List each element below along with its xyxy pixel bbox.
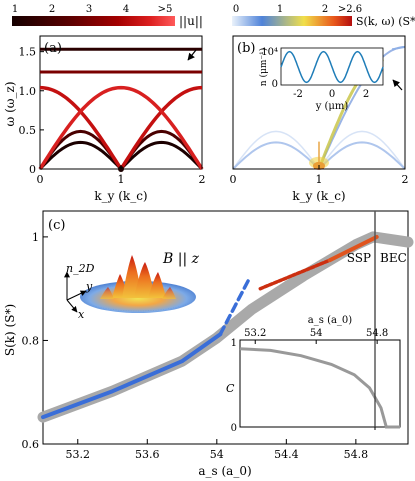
region-bec-label: BEC	[380, 251, 407, 265]
xtick-c-label: 53.6	[135, 448, 160, 461]
colorbar-a-tick-4: 4	[123, 4, 129, 15]
series-blue-dashed	[218, 279, 250, 336]
axis-a-xlabel: k_y (k_c)	[94, 189, 147, 203]
colorbar-a-bar	[12, 16, 175, 26]
inset-b-xlabel: y (μm)	[315, 101, 349, 112]
ytick-a-label: 1.5	[19, 46, 37, 59]
inset-b-ylabel: n (μm⁻¹)	[258, 48, 269, 86]
xtick-b-label: 0	[230, 173, 237, 186]
xticks-c: 53.2 53.6 54 54.4 54.8	[66, 439, 369, 461]
band-a-cross-up	[38, 85, 204, 170]
colorbar-b-label: S(k, ω) (S*)	[356, 15, 415, 28]
xtick-a-label: 1	[118, 173, 125, 186]
inset-c-ytick-0: 0	[231, 423, 237, 434]
xtick-c-label: 54	[210, 448, 224, 461]
curves-c	[37, 231, 414, 423]
axis-a-ylabel: ω (ω_z)	[3, 81, 17, 126]
ytick-c-label: 1	[32, 231, 39, 244]
colorbar-a-tick-2: 2	[49, 4, 55, 15]
inset-c-xtick-label: 54.8	[366, 328, 388, 339]
colorbar-a: 1 2 3 4 >5 ||u||	[12, 4, 203, 28]
inset-b-ytick-top: 10⁴	[261, 47, 278, 58]
inset-b-ytick-bottom: 0	[272, 79, 278, 90]
panel-a-arrow	[187, 49, 197, 61]
colorbar-a-label: ||u||	[179, 14, 203, 28]
panel-b-arrow	[392, 79, 403, 91]
ytick-c-label: 0.8	[22, 334, 40, 347]
inset-c: 53.2 54 54.8 a_s (a_0) 1 0 C	[226, 315, 401, 434]
xtick-c-label: 53.2	[66, 448, 91, 461]
series-red	[327, 234, 379, 263]
inset-b-xtick-label: 0	[329, 89, 335, 100]
colorbar-a-tick-3: 3	[86, 4, 92, 15]
spectrum-b-topright	[391, 45, 406, 51]
xtick-b-label: 2	[402, 173, 409, 186]
illustration-n-label: n_2D	[66, 262, 95, 275]
ytick-c-label: 0.6	[22, 438, 40, 451]
axis-c-ylabel: S(k) (S*)	[3, 304, 17, 356]
illustration-x-label: x	[78, 308, 85, 321]
illustration-y-label: y	[85, 280, 93, 293]
inset-c-xticks: 53.2 54 54.8	[244, 328, 388, 344]
inset-b-xticks: -2 0 2	[293, 89, 369, 100]
illustration-b-label: B || z	[162, 251, 200, 267]
colorbar-b-tick-3: >2.6	[338, 4, 362, 15]
xtick-b-label: 1	[316, 173, 323, 186]
colorbar-b-bar	[232, 16, 352, 26]
inset-c-xtick-label: 53.2	[244, 328, 266, 339]
inset-c-xlabel: a_s (a_0)	[308, 315, 352, 326]
yticks-c: 0.6 0.8 1	[22, 231, 48, 451]
band-a-low-left	[38, 140, 123, 171]
band-a-low-right	[119, 140, 204, 171]
density-illustration: B || z n_2D y x	[64, 251, 200, 321]
ytick-a-label: 0	[29, 163, 36, 176]
xtick-c-label: 54.4	[274, 448, 299, 461]
xtick-a-label: 2	[199, 173, 206, 186]
colorbar-a-tick-1: 1	[12, 4, 18, 15]
inset-b: 10⁴ 0 n (μm⁻¹) -2 0 2 y (μm)	[258, 47, 384, 112]
spectrum-b-low-left	[232, 141, 320, 170]
panel-a: 1 2 3 4 >5 ||u|| (a) 0 0.5 1.0 1.5 0 1 2 ω (ω…	[3, 4, 206, 203]
colorbar-b: 0 1 2 >2.6 S(k, ω) (S*)	[232, 4, 415, 28]
region-ssp-label: SSP	[347, 251, 371, 265]
colorbar-b-tick-0: 0	[233, 4, 239, 15]
panel-b: 0 1 2 >2.6 S(k, ω) (S*) (b) 10⁴ 0 n (μm⁻…	[230, 4, 415, 203]
inset-c-frame	[239, 339, 401, 428]
axis-b-xlabel: k_y (k_c)	[292, 189, 345, 203]
xtick-a-label: 0	[37, 173, 44, 186]
series-red-dotted	[258, 258, 332, 291]
ytick-a-label: 0.5	[19, 124, 37, 137]
panel-c: SSP BEC (c) B || z n_2D y x 5	[3, 210, 414, 478]
inset-b-xtick-label: 2	[363, 89, 369, 100]
axis-c-xlabel: a_s (a_0)	[198, 464, 251, 478]
panel-c-label: (c)	[48, 218, 65, 233]
xtick-c-label: 54.8	[344, 448, 369, 461]
series-blue	[41, 332, 223, 420]
yticks-a: 0 0.5 1.0 1.5	[19, 46, 44, 176]
inset-c-ylabel: C	[226, 382, 235, 395]
colorbar-b-tick-2: 2	[322, 4, 328, 15]
panel-b-label: (b)	[237, 41, 255, 56]
spectrum-b-mid-right	[318, 130, 406, 170]
ytick-a-label: 1.0	[19, 85, 37, 98]
inset-b-xtick-label: -2	[293, 89, 303, 100]
xticks-b: 0 1 2	[230, 165, 409, 186]
colorbar-b-tick-1: 1	[277, 4, 283, 15]
panel-a-label: (a)	[44, 41, 62, 56]
inset-b-line	[280, 50, 384, 84]
spectrum-b-low-right	[318, 141, 406, 170]
spectrum-b-mid-left	[232, 130, 320, 170]
inset-c-xtick-label: 54	[310, 328, 323, 339]
inset-c-line	[239, 347, 400, 429]
xticks-a: 0 1 2	[37, 165, 206, 186]
colorbar-a-tick-5: >5	[158, 4, 173, 15]
inset-c-ytick-1: 1	[231, 338, 237, 349]
